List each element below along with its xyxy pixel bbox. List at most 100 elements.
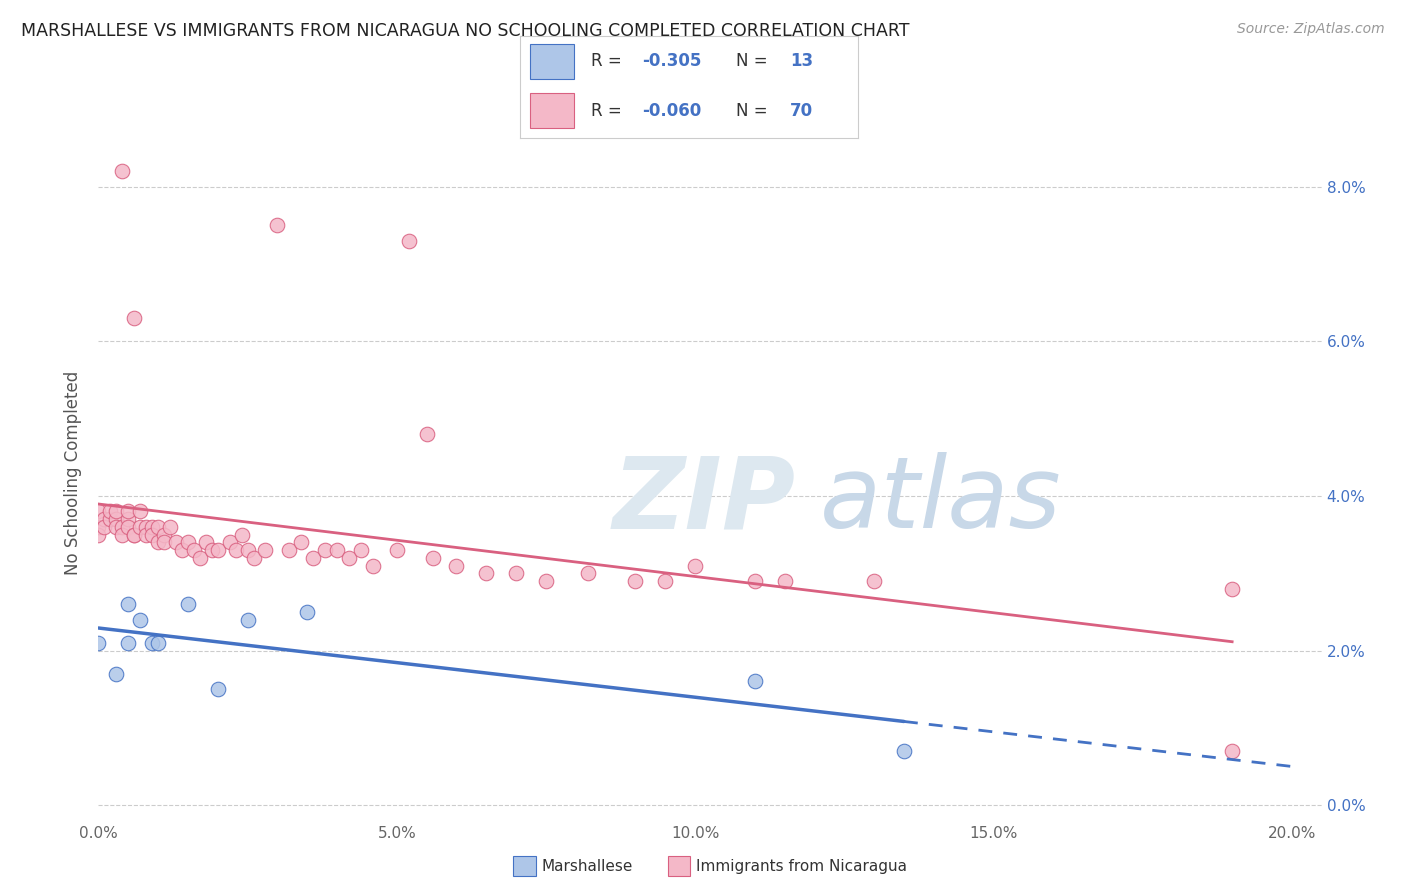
Point: [129, 520, 152, 534]
Point: [146, 636, 169, 650]
Text: 13: 13: [790, 53, 813, 70]
Point: [505, 566, 527, 581]
Point: [385, 543, 408, 558]
Point: [297, 605, 319, 619]
Point: [105, 512, 128, 526]
Point: [146, 535, 169, 549]
Point: [254, 543, 277, 558]
Text: -0.060: -0.060: [641, 102, 702, 120]
Point: [236, 543, 259, 558]
Point: [98, 512, 121, 526]
Point: [153, 535, 176, 549]
Point: [350, 543, 373, 558]
Point: [183, 543, 205, 558]
Point: [117, 520, 139, 534]
Y-axis label: No Schooling Completed: No Schooling Completed: [65, 371, 83, 574]
Point: [893, 744, 915, 758]
Point: [207, 543, 229, 558]
Point: [624, 574, 647, 588]
Point: [129, 504, 152, 518]
Point: [744, 574, 766, 588]
Point: [146, 520, 169, 534]
Text: MARSHALLESE VS IMMIGRANTS FROM NICARAGUA NO SCHOOLING COMPLETED CORRELATION CHAR: MARSHALLESE VS IMMIGRANTS FROM NICARAGUA…: [21, 22, 910, 40]
Point: [87, 520, 110, 534]
Text: Immigrants from Nicaragua: Immigrants from Nicaragua: [696, 859, 907, 873]
Point: [446, 558, 468, 573]
Point: [773, 574, 796, 588]
Point: [534, 574, 557, 588]
Point: [105, 666, 128, 681]
Point: [87, 636, 110, 650]
Point: [266, 219, 288, 233]
Point: [135, 520, 157, 534]
Point: [129, 613, 152, 627]
Point: [242, 550, 264, 565]
Point: [654, 574, 676, 588]
Point: [141, 527, 163, 541]
Point: [117, 504, 139, 518]
Point: [122, 311, 145, 326]
Point: [576, 566, 599, 581]
Point: [93, 512, 115, 526]
Point: [159, 520, 181, 534]
Point: [170, 543, 193, 558]
Point: [415, 427, 437, 442]
Point: [122, 527, 145, 541]
Text: atlas: atlas: [820, 452, 1062, 549]
Point: [153, 527, 176, 541]
Point: [111, 164, 134, 178]
Point: [290, 535, 312, 549]
Point: [302, 550, 325, 565]
Point: [188, 550, 211, 565]
Point: [141, 520, 163, 534]
Point: [141, 636, 163, 650]
Point: [207, 682, 229, 697]
Point: [218, 535, 240, 549]
Point: [93, 520, 115, 534]
Point: [422, 550, 444, 565]
Text: Source: ZipAtlas.com: Source: ZipAtlas.com: [1237, 22, 1385, 37]
Point: [135, 527, 157, 541]
Text: -0.305: -0.305: [641, 53, 702, 70]
Point: [231, 527, 253, 541]
Point: [863, 574, 886, 588]
Point: [225, 543, 247, 558]
Point: [361, 558, 384, 573]
Text: 70: 70: [790, 102, 813, 120]
Point: [177, 597, 200, 611]
Point: [87, 504, 110, 518]
Point: [1220, 744, 1243, 758]
Point: [398, 234, 420, 248]
Point: [117, 512, 139, 526]
Point: [314, 543, 336, 558]
Text: Marshallese: Marshallese: [541, 859, 633, 873]
Text: N =: N =: [737, 102, 773, 120]
Text: ZIP: ZIP: [612, 452, 796, 549]
Bar: [530, 44, 574, 78]
Point: [117, 597, 139, 611]
Point: [194, 535, 217, 549]
Point: [105, 504, 128, 518]
Point: [1220, 582, 1243, 596]
Point: [326, 543, 349, 558]
Point: [122, 527, 145, 541]
Bar: [530, 93, 574, 128]
Point: [337, 550, 360, 565]
Point: [165, 535, 187, 549]
Point: [117, 636, 139, 650]
Point: [683, 558, 706, 573]
Point: [87, 527, 110, 541]
Text: N =: N =: [737, 53, 773, 70]
Point: [111, 520, 134, 534]
Point: [105, 520, 128, 534]
Text: R =: R =: [591, 53, 627, 70]
Point: [201, 543, 224, 558]
Point: [98, 504, 121, 518]
Point: [177, 535, 200, 549]
Point: [475, 566, 498, 581]
Point: [744, 674, 766, 689]
Text: R =: R =: [591, 102, 627, 120]
Point: [278, 543, 301, 558]
Point: [236, 613, 259, 627]
Point: [111, 527, 134, 541]
